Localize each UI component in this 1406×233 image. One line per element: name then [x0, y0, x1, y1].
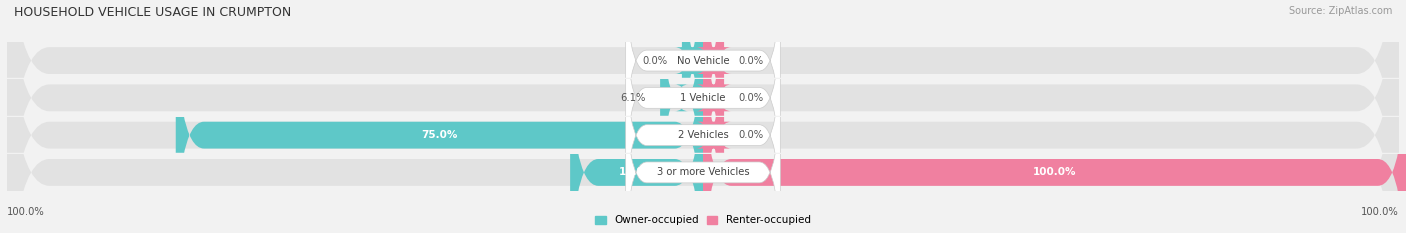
Text: 100.0%: 100.0%	[1033, 168, 1076, 177]
FancyBboxPatch shape	[571, 37, 703, 233]
Text: 0.0%: 0.0%	[738, 93, 763, 103]
Text: 3 or more Vehicles: 3 or more Vehicles	[657, 168, 749, 177]
FancyBboxPatch shape	[626, 0, 780, 162]
FancyBboxPatch shape	[703, 37, 1406, 233]
FancyBboxPatch shape	[696, 0, 731, 233]
FancyBboxPatch shape	[626, 0, 780, 199]
Text: Source: ZipAtlas.com: Source: ZipAtlas.com	[1288, 6, 1392, 16]
FancyBboxPatch shape	[7, 0, 1399, 233]
Text: 75.0%: 75.0%	[422, 130, 457, 140]
FancyBboxPatch shape	[675, 0, 710, 196]
FancyBboxPatch shape	[7, 0, 1399, 233]
Legend: Owner-occupied, Renter-occupied: Owner-occupied, Renter-occupied	[595, 216, 811, 226]
Text: HOUSEHOLD VEHICLE USAGE IN CRUMPTON: HOUSEHOLD VEHICLE USAGE IN CRUMPTON	[14, 6, 291, 19]
FancyBboxPatch shape	[176, 0, 703, 233]
Text: 2 Vehicles: 2 Vehicles	[678, 130, 728, 140]
FancyBboxPatch shape	[696, 0, 731, 196]
FancyBboxPatch shape	[626, 34, 780, 233]
Text: 100.0%: 100.0%	[7, 207, 45, 217]
Text: 0.0%: 0.0%	[738, 56, 763, 65]
FancyBboxPatch shape	[7, 0, 1399, 233]
FancyBboxPatch shape	[661, 0, 703, 233]
Text: 100.0%: 100.0%	[1361, 207, 1399, 217]
Text: No Vehicle: No Vehicle	[676, 56, 730, 65]
Text: 0.0%: 0.0%	[738, 130, 763, 140]
FancyBboxPatch shape	[7, 0, 1399, 233]
Text: 18.9%: 18.9%	[619, 168, 655, 177]
Text: 0.0%: 0.0%	[643, 56, 668, 65]
FancyBboxPatch shape	[696, 0, 731, 233]
Text: 1 Vehicle: 1 Vehicle	[681, 93, 725, 103]
FancyBboxPatch shape	[626, 71, 780, 233]
Text: 6.1%: 6.1%	[620, 93, 647, 103]
